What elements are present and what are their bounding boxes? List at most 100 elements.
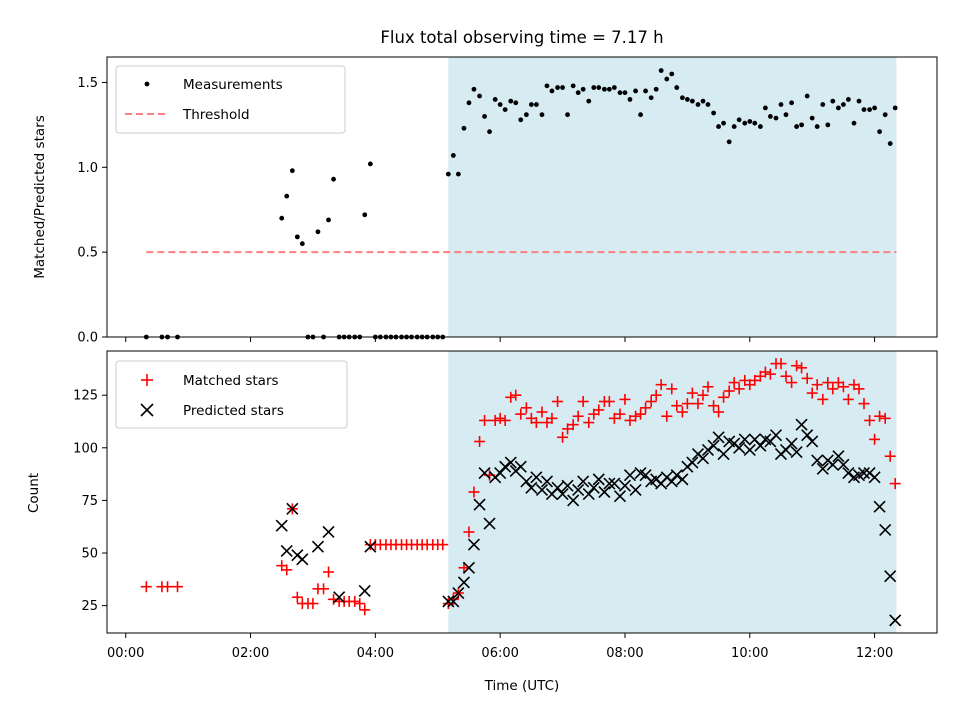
matched-star-point bbox=[759, 366, 771, 378]
bottom-axes-frame bbox=[106, 350, 938, 634]
matched-star-point bbox=[603, 396, 615, 408]
predicted-star-point bbox=[556, 488, 569, 501]
predicted-star-point bbox=[462, 561, 476, 574]
measurement-point bbox=[762, 105, 768, 111]
matched-star-point bbox=[172, 581, 184, 593]
matched-star-point bbox=[666, 383, 678, 395]
matched-star-point bbox=[775, 358, 787, 370]
predicted-star-point bbox=[358, 584, 371, 597]
matched-star-point bbox=[640, 402, 652, 414]
matched-star-point bbox=[671, 400, 683, 412]
measurement-point bbox=[695, 102, 701, 107]
predicted-star-point bbox=[608, 477, 621, 490]
measurement-point bbox=[601, 86, 607, 92]
predicted-star-point bbox=[754, 439, 767, 452]
measurement-point bbox=[856, 98, 862, 104]
matched-star-point bbox=[608, 412, 620, 424]
matched-star-point bbox=[723, 385, 735, 397]
predicted-star-point bbox=[483, 517, 496, 530]
predicted-star-point bbox=[806, 435, 819, 448]
chart-title: Flux total observing time = 7.17 h bbox=[380, 28, 663, 47]
measurement-point bbox=[809, 115, 815, 121]
measurement-point bbox=[549, 88, 555, 94]
y-tick-label: 0.5 bbox=[77, 246, 98, 261]
matched-star-point bbox=[468, 486, 480, 498]
matched-star-point bbox=[557, 431, 569, 443]
predicted-star-point bbox=[801, 429, 814, 442]
predicted-star-point bbox=[707, 439, 720, 452]
measurement-point bbox=[622, 90, 628, 96]
predicted-star-point bbox=[567, 494, 580, 507]
matched-star-point bbox=[458, 562, 470, 574]
predicted-star-point bbox=[842, 466, 855, 480]
predicted-star-point bbox=[514, 460, 527, 473]
measurement-point bbox=[528, 102, 534, 107]
predicted-star-point bbox=[832, 450, 845, 463]
top-axes-frame bbox=[106, 56, 938, 338]
y-tick-label: 25 bbox=[81, 599, 98, 614]
predicted-star-point bbox=[520, 475, 533, 488]
matched-star-point bbox=[702, 381, 714, 393]
matched-star-point bbox=[764, 368, 776, 380]
matched-star-point bbox=[645, 396, 657, 408]
predicted-star-point bbox=[494, 466, 507, 480]
bottom-y-axis-label: Count bbox=[26, 473, 42, 513]
matched-star-point bbox=[354, 598, 366, 610]
measurement-point bbox=[851, 120, 857, 126]
predicted-star-point bbox=[499, 460, 512, 473]
measurement-point bbox=[861, 107, 867, 113]
measurement-point bbox=[804, 93, 810, 99]
legend-predicted-label: Predicted stars bbox=[183, 403, 284, 419]
legend-matched-marker bbox=[141, 374, 153, 386]
measurement-point bbox=[596, 85, 602, 90]
bottom-observing-span bbox=[448, 351, 897, 633]
measurement-point bbox=[450, 153, 456, 158]
predicted-star-point bbox=[333, 591, 346, 604]
predicted-star-point bbox=[478, 466, 491, 480]
matched-star-point bbox=[572, 410, 584, 422]
matched-star-point bbox=[624, 414, 636, 426]
top-panel: 0.0 0.5 1.0 1.5 Matched/Predicted stars Mea… bbox=[32, 56, 938, 346]
y-tick-label: 0.0 bbox=[77, 331, 98, 346]
measurement-point bbox=[711, 110, 716, 116]
matched-star-point bbox=[489, 414, 501, 426]
measurement-point bbox=[892, 105, 898, 111]
bottom-panel: 25 50 75 100 125 00:00 02:00 04:00 06:00 08:00 10… bbox=[26, 350, 938, 694]
measurement-point bbox=[492, 97, 498, 102]
predicted-star-point bbox=[322, 525, 335, 539]
x-tick-label: 00:00 bbox=[107, 646, 144, 661]
matched-star-point bbox=[505, 391, 517, 403]
measurement-point bbox=[497, 102, 503, 107]
predicted-star-point bbox=[618, 479, 632, 492]
y-tick-label: 100 bbox=[73, 441, 98, 456]
measurement-point bbox=[315, 229, 321, 235]
measurement-point bbox=[362, 212, 368, 218]
measurement-point bbox=[533, 102, 539, 107]
x-tick-label: 08:00 bbox=[606, 646, 643, 661]
measurement-point bbox=[606, 86, 612, 92]
measurement-point bbox=[544, 83, 550, 89]
matched-star-point bbox=[583, 417, 595, 429]
measurement-point bbox=[684, 97, 690, 102]
matched-star-point bbox=[291, 591, 303, 603]
measurement-point bbox=[482, 113, 487, 119]
measurement-point bbox=[648, 95, 654, 101]
predicted-star-point bbox=[795, 418, 808, 431]
measurement-point bbox=[477, 93, 482, 99]
predicted-stars-points bbox=[275, 418, 902, 627]
measurement-point bbox=[820, 102, 826, 107]
matched-star-point bbox=[817, 393, 829, 405]
predicted-star-point bbox=[587, 481, 600, 494]
matched-star-point bbox=[827, 383, 839, 395]
measurement-point bbox=[767, 113, 773, 119]
measurement-point bbox=[658, 68, 664, 73]
matched-star-point bbox=[791, 360, 803, 372]
top-observing-span bbox=[448, 57, 897, 337]
matched-star-point bbox=[858, 398, 870, 410]
predicted-star-point bbox=[467, 538, 481, 551]
matched-star-point bbox=[728, 377, 740, 389]
measurement-point bbox=[575, 90, 581, 96]
measurement-point bbox=[471, 86, 477, 92]
matched-star-point bbox=[749, 374, 761, 386]
measurement-point bbox=[279, 215, 285, 221]
